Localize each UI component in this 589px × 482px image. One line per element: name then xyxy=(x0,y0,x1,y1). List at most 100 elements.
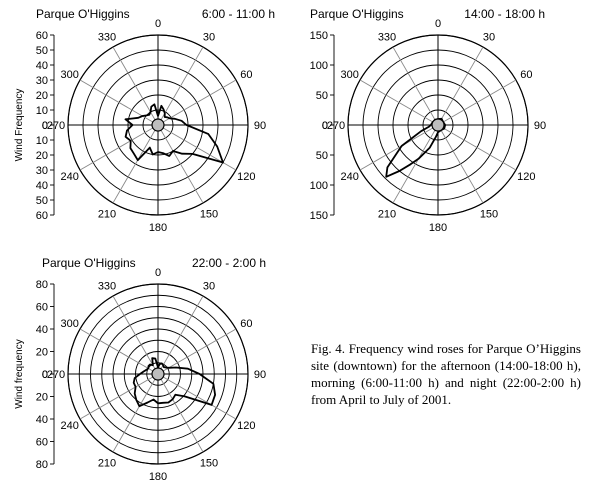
data-point xyxy=(184,395,186,398)
data-point xyxy=(157,151,159,153)
angle-label-120: 120 xyxy=(517,171,535,183)
data-point xyxy=(147,401,149,404)
data-point xyxy=(139,373,141,375)
data-point xyxy=(162,402,164,404)
tick-label: 80 xyxy=(36,459,48,471)
angle-label-30: 30 xyxy=(203,32,215,44)
data-point xyxy=(417,158,420,160)
tick-label: 50 xyxy=(316,90,328,102)
tick-label: 50 xyxy=(316,150,328,162)
data-point xyxy=(142,370,145,373)
data-point xyxy=(152,153,154,156)
period-label: 6:00 - 11:00 h xyxy=(202,7,275,21)
angle-label-30: 30 xyxy=(483,32,495,44)
angle-label-330: 330 xyxy=(378,32,396,44)
angle-label-150: 150 xyxy=(200,457,218,469)
data-point xyxy=(149,111,152,113)
tick-label: 40 xyxy=(36,60,48,72)
tick-label: 0 xyxy=(322,120,328,132)
data-point xyxy=(207,133,209,135)
angle-label-300: 300 xyxy=(60,318,78,330)
center-hub xyxy=(151,367,165,381)
tick-label: 20 xyxy=(36,90,48,102)
site-title: Parque O'Higgins xyxy=(36,7,130,21)
data-point xyxy=(166,116,168,118)
angle-label-120: 120 xyxy=(237,420,255,432)
data-point xyxy=(420,130,422,132)
tick-label: 40 xyxy=(36,414,48,426)
angle-labels: 0 30 60 90 120 150 180 210 240 270 300 330 xyxy=(47,267,266,482)
angle-label-330: 330 xyxy=(98,32,116,44)
angle-label-0: 0 xyxy=(155,18,161,30)
data-point xyxy=(181,120,183,122)
tick-label: 0 xyxy=(42,369,48,381)
data-point xyxy=(137,117,139,119)
y-axis-label: Wind frequency xyxy=(14,339,25,408)
tick-label: 20 xyxy=(36,150,48,162)
data-point xyxy=(172,398,174,400)
angle-labels: 0 30 60 90 120 150 180 210 240 270 300 330 xyxy=(47,18,266,234)
y-axis-label: Wind Frequency xyxy=(14,89,25,162)
data-point xyxy=(169,117,171,119)
tick-label: 20 xyxy=(36,347,48,359)
angle-label-210: 210 xyxy=(378,208,396,220)
data-point xyxy=(124,118,127,120)
angle-label-0: 0 xyxy=(155,267,161,279)
angle-label-60: 60 xyxy=(520,69,532,81)
tick-label: 150 xyxy=(310,30,328,42)
data-point xyxy=(401,145,403,147)
angle-label-270: 270 xyxy=(327,120,345,132)
angle-label-180: 180 xyxy=(149,471,167,482)
data-point xyxy=(443,128,445,130)
center-hub xyxy=(151,118,165,132)
data-point xyxy=(162,364,164,366)
tick-label: 40 xyxy=(36,324,48,336)
data-point xyxy=(428,125,430,128)
wind-rose-morning: Parque O'Higgins 6:00 - 11:00 h Wind Fre… xyxy=(14,7,275,234)
data-point xyxy=(137,159,139,161)
angle-label-240: 240 xyxy=(340,171,358,183)
tick-label: 30 xyxy=(36,165,48,177)
data-point xyxy=(168,367,170,369)
data-point xyxy=(157,115,159,117)
tick-label: 10 xyxy=(36,105,48,117)
data-point xyxy=(133,153,135,155)
data-point xyxy=(129,147,132,149)
data-point xyxy=(435,136,437,138)
tick-label: 60 xyxy=(36,30,48,42)
data-point xyxy=(147,367,149,369)
data-point xyxy=(160,105,162,107)
site-title: Parque O'Higgins xyxy=(42,256,136,270)
data-point xyxy=(162,152,164,154)
series-points xyxy=(124,103,224,164)
angle-label-90: 90 xyxy=(534,120,546,132)
data-point xyxy=(152,364,154,366)
angle-label-270: 270 xyxy=(47,369,65,381)
tick-label: 40 xyxy=(36,180,48,192)
data-point xyxy=(191,153,194,155)
data-point xyxy=(124,136,127,138)
figure-caption: Fig. 4. Frequency wind roses for Parque … xyxy=(311,341,581,407)
tick-label: 100 xyxy=(310,60,328,72)
data-point xyxy=(175,366,177,369)
site-title: Parque O'Higgins xyxy=(310,7,404,21)
data-point xyxy=(181,153,183,155)
tick-label: 0 xyxy=(42,120,48,132)
data-point xyxy=(134,386,137,388)
data-point xyxy=(145,369,147,371)
data-point xyxy=(151,357,153,359)
tick-label: 20 xyxy=(36,392,48,404)
data-point xyxy=(126,129,128,132)
data-point xyxy=(174,394,176,396)
data-point xyxy=(164,116,166,118)
angle-label-150: 150 xyxy=(480,208,498,220)
data-point xyxy=(131,124,134,126)
data-point xyxy=(152,398,155,401)
data-point xyxy=(409,163,412,165)
data-point xyxy=(398,170,401,172)
tick-label: 60 xyxy=(36,437,48,449)
tick-label: 150 xyxy=(310,210,328,222)
angle-label-90: 90 xyxy=(254,120,266,132)
data-point xyxy=(441,118,443,120)
